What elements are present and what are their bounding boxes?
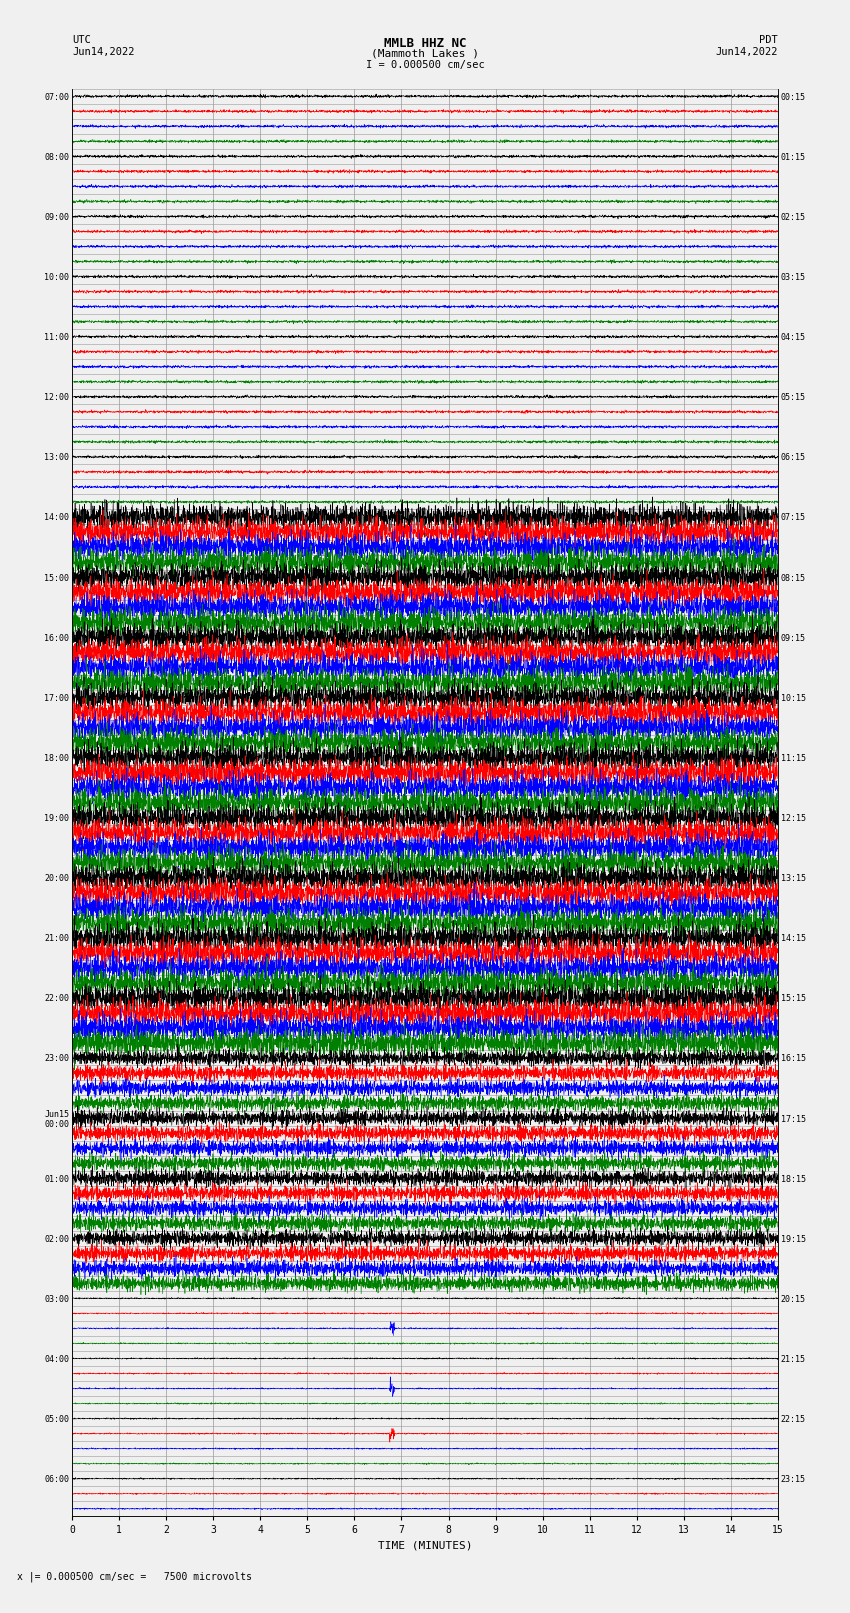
Text: I = 0.000500 cm/sec: I = 0.000500 cm/sec — [366, 60, 484, 69]
Text: x |= 0.000500 cm/sec =   7500 microvolts: x |= 0.000500 cm/sec = 7500 microvolts — [17, 1571, 252, 1582]
Text: Jun14,2022: Jun14,2022 — [72, 47, 135, 56]
Text: (Mammoth Lakes ): (Mammoth Lakes ) — [371, 48, 479, 58]
Text: MMLB HHZ NC: MMLB HHZ NC — [383, 37, 467, 50]
Text: Jun14,2022: Jun14,2022 — [715, 47, 778, 56]
X-axis label: TIME (MINUTES): TIME (MINUTES) — [377, 1540, 473, 1550]
Text: PDT: PDT — [759, 35, 778, 45]
Text: UTC: UTC — [72, 35, 91, 45]
